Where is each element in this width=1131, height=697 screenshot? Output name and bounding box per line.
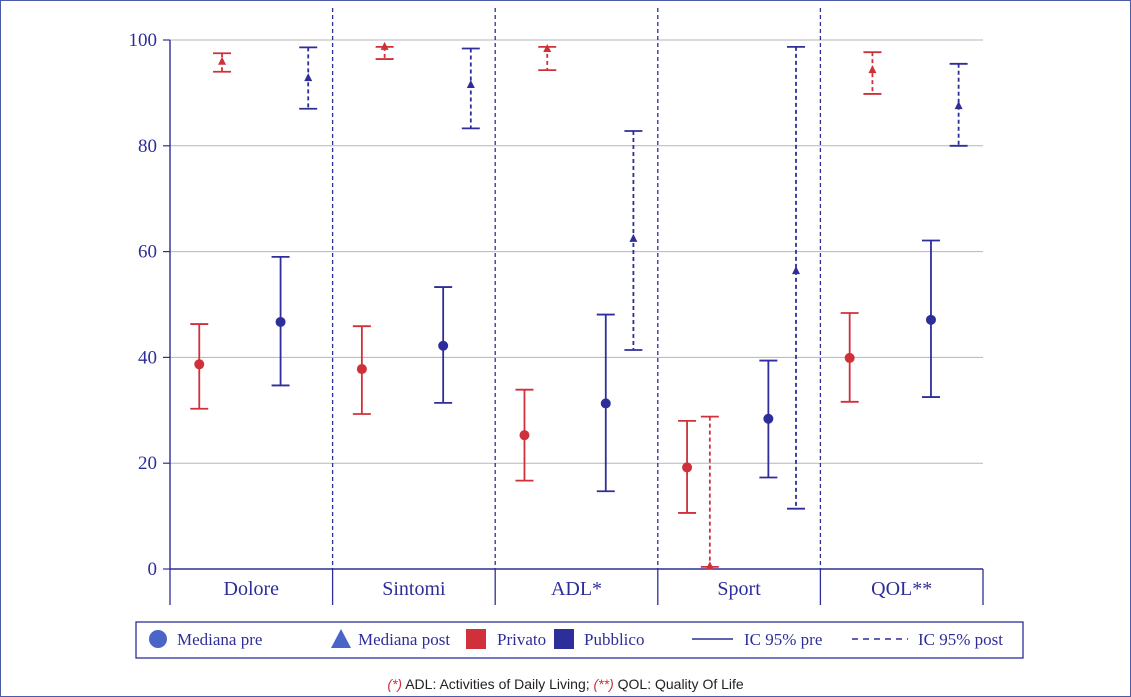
legend-label: Privato — [497, 630, 546, 649]
legend-label: Mediana post — [358, 630, 450, 649]
median-post-point — [218, 56, 227, 65]
median-post-point — [792, 266, 801, 275]
category-label: Sport — [717, 578, 761, 600]
median-post-point — [304, 73, 313, 82]
median-pre-point — [763, 413, 774, 424]
axes: 0 20 40 60 80 100 Dolore Sintomi ADL* Sport QOL** — [129, 30, 984, 605]
y-tick-label: 20 — [138, 453, 157, 474]
category-label: Dolore — [224, 578, 280, 600]
circle-marker-icon — [149, 630, 167, 648]
y-tick-label: 0 — [148, 559, 158, 580]
median-post-point — [868, 65, 877, 74]
median-pre-point — [275, 316, 286, 327]
y-tick-label: 100 — [129, 30, 158, 51]
y-tick-label: 60 — [138, 242, 157, 263]
median-post-point — [954, 101, 963, 110]
median-pre-point — [194, 359, 205, 370]
median-post-point — [629, 233, 638, 242]
gridlines — [170, 8, 983, 569]
legend-label: IC 95% post — [918, 630, 1003, 649]
category-label: ADL* — [551, 578, 602, 600]
median-pre-point — [519, 430, 530, 441]
data-marks — [190, 41, 968, 570]
footnote-mark-qol: (**) — [593, 676, 614, 692]
median-pre-point — [438, 340, 449, 351]
red-square-icon — [466, 629, 486, 649]
median-post-point — [543, 43, 552, 52]
median-pre-point — [356, 364, 367, 375]
category-label: QOL** — [871, 578, 932, 600]
y-tick-label: 40 — [138, 347, 157, 368]
median-pre-point — [925, 314, 936, 325]
legend-label: Pubblico — [584, 630, 644, 649]
median-pre-point — [844, 352, 855, 363]
median-pre-point — [682, 462, 693, 473]
triangle-marker-icon — [331, 629, 351, 648]
category-label: Sintomi — [382, 578, 446, 600]
median-post-point — [380, 41, 389, 50]
footnote-text-adl: ADL: Activities of Daily Living; — [402, 676, 594, 692]
y-tick-label: 80 — [138, 136, 157, 157]
footnote: (*) ADL: Activities of Daily Living; (**… — [0, 676, 1131, 692]
legend-label: Mediana pre — [177, 630, 262, 649]
blue-square-icon — [554, 629, 574, 649]
legend: Mediana pre Mediana post Privato Pubblico IC… — [135, 621, 1024, 659]
median-post-point — [705, 561, 714, 570]
footnote-mark-adl: (*) — [387, 676, 403, 692]
median-pre-point — [600, 398, 611, 409]
footnote-text-qol: QOL: Quality Of Life — [613, 676, 744, 692]
legend-box — [135, 621, 1024, 659]
median-post-point — [466, 79, 475, 88]
legend-label: IC 95% pre — [744, 630, 822, 649]
